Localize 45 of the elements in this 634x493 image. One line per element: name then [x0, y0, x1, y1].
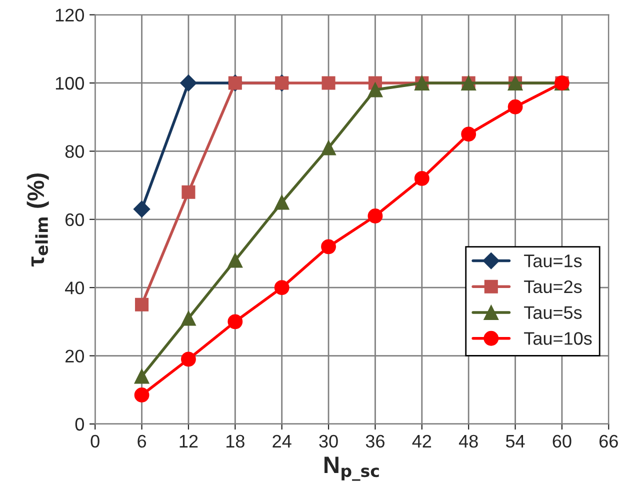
point	[134, 388, 150, 402]
y-tick-label: 0	[75, 418, 84, 431]
point	[322, 76, 336, 90]
point	[134, 368, 150, 384]
point	[133, 200, 150, 218]
x-tick-label: 66	[600, 434, 618, 448]
legend-label: Tau=1s	[524, 254, 582, 268]
y-tick-label: 40	[65, 282, 84, 294]
x-tick-label: 24	[272, 434, 292, 448]
x-tick-label: 0	[90, 434, 100, 448]
point	[181, 352, 196, 367]
y-axis-title: τ$_{elim}$ (%)	[26, 173, 49, 267]
x-tick-label: 60	[552, 434, 572, 448]
legend-label: Tau=5s	[524, 306, 582, 319]
point	[368, 82, 383, 98]
x-tick-label: 6	[138, 434, 146, 448]
point	[368, 208, 383, 224]
x-axis-title: N$_{p_sc}$	[324, 456, 379, 481]
legend-label: Tau=2s	[524, 280, 582, 294]
point	[180, 74, 197, 92]
x-tick-label: 48	[458, 434, 478, 448]
legend-label: Tau=10s	[524, 332, 592, 345]
x-tick-label: 36	[366, 434, 384, 448]
point	[228, 252, 243, 268]
y-tick-label: 80	[65, 145, 84, 158]
point	[182, 185, 196, 199]
point	[135, 298, 149, 312]
x-tick-label: 18	[226, 434, 244, 448]
point	[508, 99, 523, 114]
point	[274, 194, 290, 210]
y-tick-label: 120	[56, 8, 84, 22]
y-tick-label: 60	[66, 213, 84, 226]
y-tick-label: 100	[56, 76, 84, 90]
x-tick-label: 12	[180, 434, 198, 448]
point	[181, 310, 196, 326]
point	[461, 126, 476, 142]
point	[321, 239, 336, 254]
y-tick-label: 20	[66, 350, 84, 362]
x-tick-label: 54	[506, 435, 525, 448]
point	[228, 314, 243, 330]
x-tick-label: 30	[319, 434, 338, 448]
point	[414, 171, 430, 186]
x-tick-label: 42	[412, 434, 432, 448]
point	[274, 280, 290, 296]
point	[321, 140, 336, 156]
